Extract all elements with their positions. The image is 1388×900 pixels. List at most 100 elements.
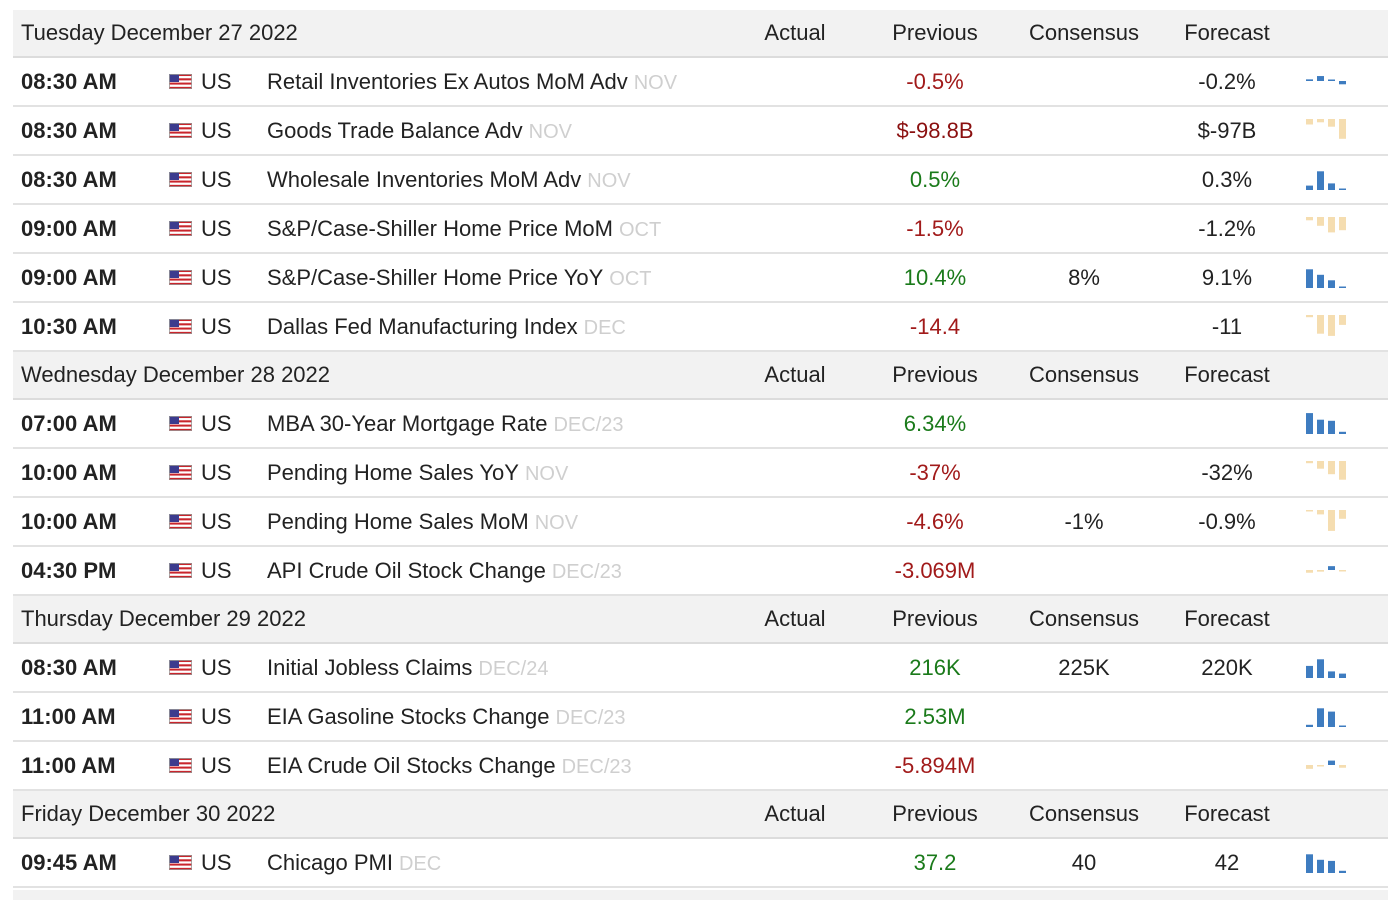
sparkline-chart[interactable] (1306, 409, 1350, 437)
event-country: US (201, 509, 232, 534)
column-header-consensus: Consensus (1028, 801, 1140, 826)
event-time: 08:30 AM (21, 118, 117, 143)
event-forecast: $-97B (1197, 118, 1257, 143)
event-name[interactable]: Pending Home Sales YoY (267, 460, 519, 485)
column-header-consensus: Consensus (1028, 20, 1140, 45)
event-name[interactable]: Retail Inventories Ex Autos MoM Adv (267, 69, 628, 94)
event-forecast: -1.2% (1198, 216, 1256, 241)
event-row[interactable]: 09:00 AM US S&P/Case-Shiller Home Price Mo… (13, 205, 1388, 254)
sparkline-chart[interactable] (1306, 702, 1350, 730)
event-name[interactable]: EIA Gasoline Stocks Change (267, 704, 550, 729)
event-row[interactable]: 08:30 AM US Retail Inventories Ex Autos Mo… (13, 58, 1388, 107)
event-period: NOV (524, 463, 569, 485)
event-previous: -1.5% (906, 216, 964, 241)
event-row[interactable]: 08:30 AM US Goods Trade Balance Adv NOV $-98… (13, 107, 1388, 156)
event-row[interactable]: 08:30 AM US Wholesale Inventories MoM Adv N… (13, 156, 1388, 205)
sparkline-chart[interactable] (1306, 214, 1350, 242)
us-flag-icon (169, 709, 192, 724)
spark-bar (1317, 419, 1324, 434)
event-forecast: -0.2% (1198, 69, 1256, 94)
spark-bar (1328, 79, 1335, 81)
spark-bar (1328, 711, 1335, 727)
event-previous: -14.4 (909, 314, 961, 339)
event-row[interactable]: 08:30 AM US Initial Jobless Claims DEC/24 21… (13, 644, 1388, 693)
event-forecast: 9.1% (1201, 265, 1253, 290)
event-name-cell[interactable]: Wholesale Inventories MoM Adv NOV (267, 156, 631, 205)
event-name[interactable]: S&P/Case-Shiller Home Price MoM (267, 216, 613, 241)
event-row[interactable]: 09:00 AM US S&P/Case-Shiller Home Price Yo… (13, 254, 1388, 303)
event-name-cell[interactable]: Goods Trade Balance Adv NOV (267, 107, 572, 156)
day-date: Thursday December 29 2022 (21, 606, 306, 631)
event-country: US (201, 411, 232, 436)
event-name-cell[interactable]: EIA Gasoline Stocks Change DEC/23 (267, 693, 626, 742)
event-name-cell[interactable]: S&P/Case-Shiller Home Price MoM OCT (267, 205, 661, 254)
event-previous: -5.894M (894, 753, 976, 778)
event-name-cell[interactable]: Pending Home Sales MoM NOV (267, 498, 578, 547)
event-name-cell[interactable]: S&P/Case-Shiller Home Price YoY OCT (267, 254, 651, 303)
event-name[interactable]: Chicago PMI (267, 850, 393, 875)
event-name-cell[interactable]: MBA 30-Year Mortgage Rate DEC/23 (267, 400, 624, 449)
event-time: 11:00 AM (21, 753, 116, 778)
event-consensus: 225K (1058, 655, 1110, 680)
event-name-cell[interactable]: Chicago PMI DEC (267, 839, 441, 888)
event-row[interactable]: 11:00 AM US EIA Crude Oil Stocks Change DEC… (13, 742, 1388, 791)
sparkline-chart[interactable] (1306, 165, 1350, 193)
event-name[interactable]: EIA Crude Oil Stocks Change (267, 753, 556, 778)
sparkline-chart[interactable] (1306, 556, 1350, 584)
column-header-consensus: Consensus (1028, 362, 1140, 387)
us-flag-icon (169, 514, 192, 529)
spark-bar (1328, 183, 1335, 190)
event-previous: 10.4% (903, 265, 967, 290)
sparkline-chart[interactable] (1306, 116, 1350, 144)
event-name-cell[interactable]: Initial Jobless Claims DEC/24 (267, 644, 548, 693)
column-header-previous: Previous (892, 606, 978, 631)
sparkline-chart[interactable] (1306, 507, 1350, 535)
event-name-cell[interactable]: Dallas Fed Manufacturing Index DEC (267, 303, 626, 352)
event-name[interactable]: MBA 30-Year Mortgage Rate (267, 411, 548, 436)
event-name-cell[interactable]: Pending Home Sales YoY NOV (267, 449, 568, 498)
event-period: NOV (534, 512, 579, 534)
event-name-cell[interactable]: EIA Crude Oil Stocks Change DEC/23 (267, 742, 632, 791)
event-row[interactable]: 10:30 AM US Dallas Fed Manufacturing Index… (13, 303, 1388, 352)
column-header-forecast: Forecast (1184, 801, 1270, 826)
event-row[interactable]: 04:30 PM US API Crude Oil Stock Change DEC/… (13, 547, 1388, 596)
event-name-cell[interactable]: Retail Inventories Ex Autos MoM Adv NOV (267, 58, 677, 107)
event-name[interactable]: Dallas Fed Manufacturing Index (267, 314, 578, 339)
spark-bar (1328, 860, 1335, 873)
spark-bar (1317, 274, 1324, 288)
sparkline-chart[interactable] (1306, 458, 1350, 486)
spark-bar (1306, 665, 1313, 678)
spark-bar (1339, 673, 1346, 678)
event-name[interactable]: API Crude Oil Stock Change (267, 558, 546, 583)
event-time: 08:30 AM (21, 69, 117, 94)
event-name[interactable]: Pending Home Sales MoM (267, 509, 529, 534)
event-name[interactable]: Goods Trade Balance Adv (267, 118, 523, 143)
sparkline-chart[interactable] (1306, 751, 1350, 779)
event-name[interactable]: Wholesale Inventories MoM Adv (267, 167, 582, 192)
event-name[interactable]: S&P/Case-Shiller Home Price YoY (267, 265, 604, 290)
sparkline-chart[interactable] (1306, 263, 1350, 291)
column-header-previous: Previous (892, 20, 978, 45)
spark-bar (1306, 570, 1313, 573)
sparkline-chart[interactable] (1306, 312, 1350, 340)
spark-bar (1328, 760, 1335, 765)
event-previous: 216K (909, 655, 961, 680)
event-row[interactable]: 10:00 AM US Pending Home Sales YoY NOV -37% -… (13, 449, 1388, 498)
event-time: 09:45 AM (21, 850, 117, 875)
event-country: US (201, 69, 232, 94)
sparkline-chart[interactable] (1306, 653, 1350, 681)
event-row[interactable]: 07:00 AM US MBA 30-Year Mortgage Rate DEC/2… (13, 400, 1388, 449)
spark-bar (1339, 188, 1346, 190)
sparkline-chart[interactable] (1306, 848, 1350, 876)
event-name[interactable]: Initial Jobless Claims (267, 655, 473, 680)
event-time: 10:00 AM (21, 509, 117, 534)
column-header-actual: Actual (764, 20, 826, 45)
event-consensus: -1% (1064, 509, 1104, 534)
event-row[interactable]: 09:45 AM US Chicago PMI DEC 37.2 40 42 (13, 839, 1388, 888)
event-name-cell[interactable]: API Crude Oil Stock Change DEC/23 (267, 547, 622, 596)
spark-bar (1328, 217, 1335, 233)
sparkline-chart[interactable] (1306, 67, 1350, 95)
us-flag-icon (169, 855, 192, 870)
event-row[interactable]: 11:00 AM US EIA Gasoline Stocks Change DEC/… (13, 693, 1388, 742)
event-row[interactable]: 10:00 AM US Pending Home Sales MoM NOV -4.6%… (13, 498, 1388, 547)
